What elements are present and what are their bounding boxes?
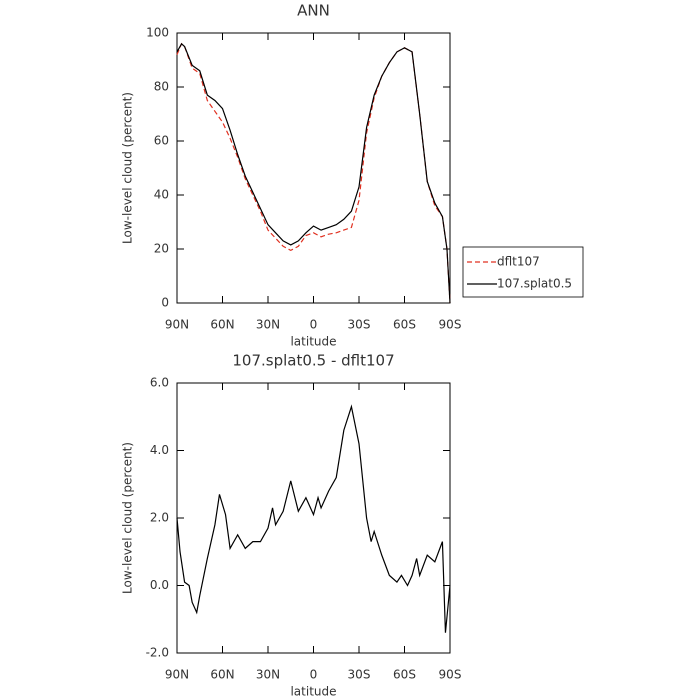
y-tick-label: 2.0 [150,511,169,525]
legend-label: 107.splat0.5 [497,277,572,291]
x-tick-label: 90N [165,668,189,682]
x-axis-label: latitude [290,685,336,699]
x-tick-label: 60N [210,668,234,682]
x-tick-label: 30S [348,318,371,332]
data-line [176,42,451,304]
y-tick-label: 20 [154,242,169,256]
data-line [176,404,451,633]
y-tick-label: 0 [161,296,169,310]
chart-title: ANN [297,2,330,20]
legend-box [462,246,584,298]
data-line [176,42,451,304]
y-axis-label: Low-level cloud (percent) [121,92,135,244]
legend-label: dflt107 [497,255,540,269]
x-tick-label: 60S [393,318,416,332]
y-tick-label: 100 [146,26,169,40]
x-tick-label: 60N [210,318,234,332]
y-tick-label: -2.0 [146,646,169,660]
x-axis-label: latitude [290,335,336,349]
x-tick-label: 90N [165,318,189,332]
plot-frame [176,32,451,304]
y-tick-label: 40 [154,188,169,202]
y-tick-label: 6.0 [150,376,169,390]
x-tick-label: 60S [393,668,416,682]
x-tick-label: 90S [439,668,462,682]
y-tick-label: 60 [154,134,169,148]
x-tick-label: 30S [348,668,371,682]
plot-frame [176,382,451,654]
x-tick-label: 30N [256,318,280,332]
y-tick-label: 4.0 [150,443,169,457]
x-tick-label: 0 [310,318,318,332]
x-tick-label: 0 [310,668,318,682]
y-axis-label: Low-level cloud (percent) [121,442,135,594]
y-tick-label: 80 [154,80,169,94]
x-tick-label: 30N [256,668,280,682]
x-tick-label: 90S [439,318,462,332]
chart-title: 107.splat0.5 - dflt107 [232,352,394,370]
y-tick-label: 0.0 [150,578,169,592]
